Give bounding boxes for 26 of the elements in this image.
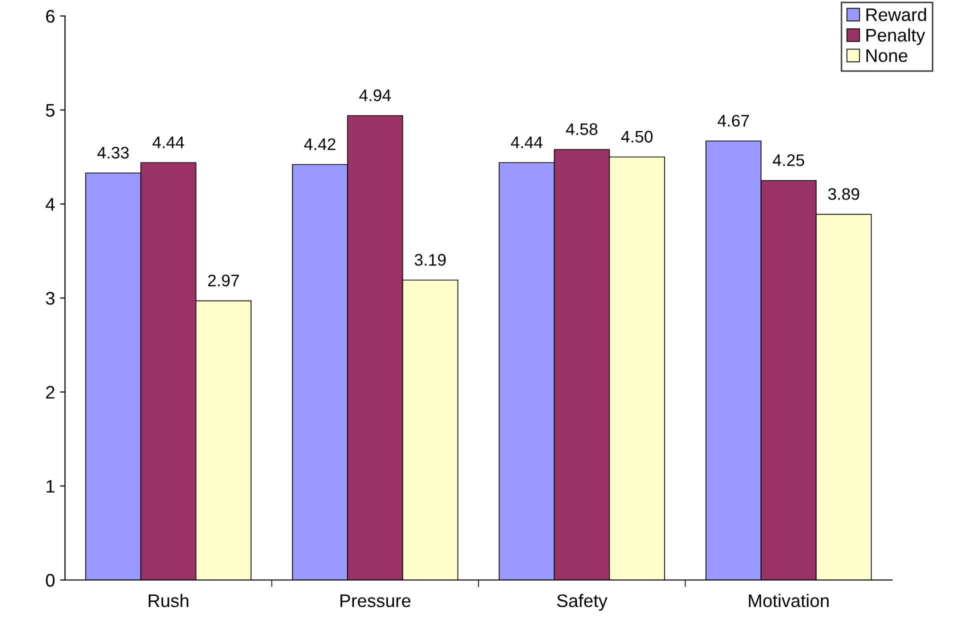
data-label: 4.44 bbox=[152, 136, 184, 148]
data-label: 4.94 bbox=[359, 89, 391, 102]
y-tick-label: 1 bbox=[46, 480, 54, 493]
legend-label: None bbox=[866, 49, 908, 62]
data-label: 4.44 bbox=[510, 136, 542, 148]
data-label: 4.50 bbox=[621, 130, 653, 143]
legend-label: Reward bbox=[866, 8, 926, 22]
legend-label: Penalty bbox=[866, 28, 926, 46]
data-label: 3.19 bbox=[414, 254, 446, 266]
data-label: 3.89 bbox=[828, 188, 860, 200]
x-tick-label: Motivation bbox=[748, 594, 829, 608]
y-tick-label: 0 bbox=[46, 574, 55, 587]
data-label: 4.58 bbox=[566, 123, 598, 136]
data-label: 4.42 bbox=[304, 138, 336, 150]
data-label: 4.25 bbox=[772, 154, 804, 166]
data-label: 4.33 bbox=[97, 146, 129, 159]
y-tick-label: 5 bbox=[46, 104, 55, 117]
y-tick-label: 6 bbox=[46, 10, 54, 23]
y-tick-label: 3 bbox=[46, 292, 54, 305]
x-tick-label: Pressure bbox=[340, 594, 410, 608]
x-tick-label: Safety bbox=[557, 594, 608, 611]
data-label: 4.67 bbox=[718, 114, 749, 127]
y-tick-label: 4 bbox=[46, 198, 55, 211]
x-tick-label: Rush bbox=[148, 594, 188, 608]
data-label: 2.97 bbox=[208, 274, 239, 286]
y-tick-label: 2 bbox=[46, 386, 54, 399]
